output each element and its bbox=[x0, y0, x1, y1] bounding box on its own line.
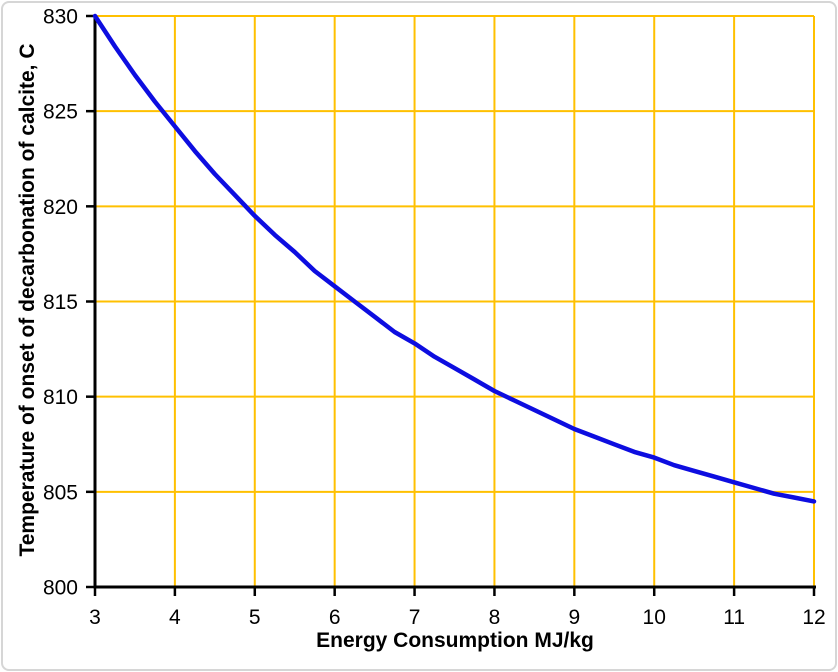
y-tick-label: 815 bbox=[43, 291, 78, 314]
y-tick-label: 805 bbox=[43, 481, 78, 504]
y-tick-label: 825 bbox=[43, 101, 78, 124]
x-axis-title: Energy Consumption MJ/kg bbox=[316, 629, 594, 652]
x-tick-label: 5 bbox=[249, 606, 261, 629]
y-tick-label: 800 bbox=[43, 577, 78, 600]
x-tick-label: 11 bbox=[723, 606, 745, 629]
x-tick-label: 12 bbox=[802, 606, 825, 629]
x-tick-label: 6 bbox=[329, 606, 341, 629]
y-tick-label: 830 bbox=[43, 6, 78, 29]
y-tick-label: 810 bbox=[43, 386, 78, 409]
data-curve bbox=[92, 13, 817, 504]
x-tick-label: 3 bbox=[89, 606, 101, 629]
y-tick-label: 820 bbox=[43, 196, 78, 219]
x-tick-label: 8 bbox=[489, 606, 501, 629]
x-tick-label: 9 bbox=[568, 606, 580, 629]
x-tick-label: 7 bbox=[409, 606, 421, 629]
x-tick-label: 10 bbox=[643, 606, 666, 629]
y-axis-title: Temperature of onset of decarbonation of… bbox=[16, 43, 39, 557]
x-tick-label: 4 bbox=[169, 606, 181, 629]
